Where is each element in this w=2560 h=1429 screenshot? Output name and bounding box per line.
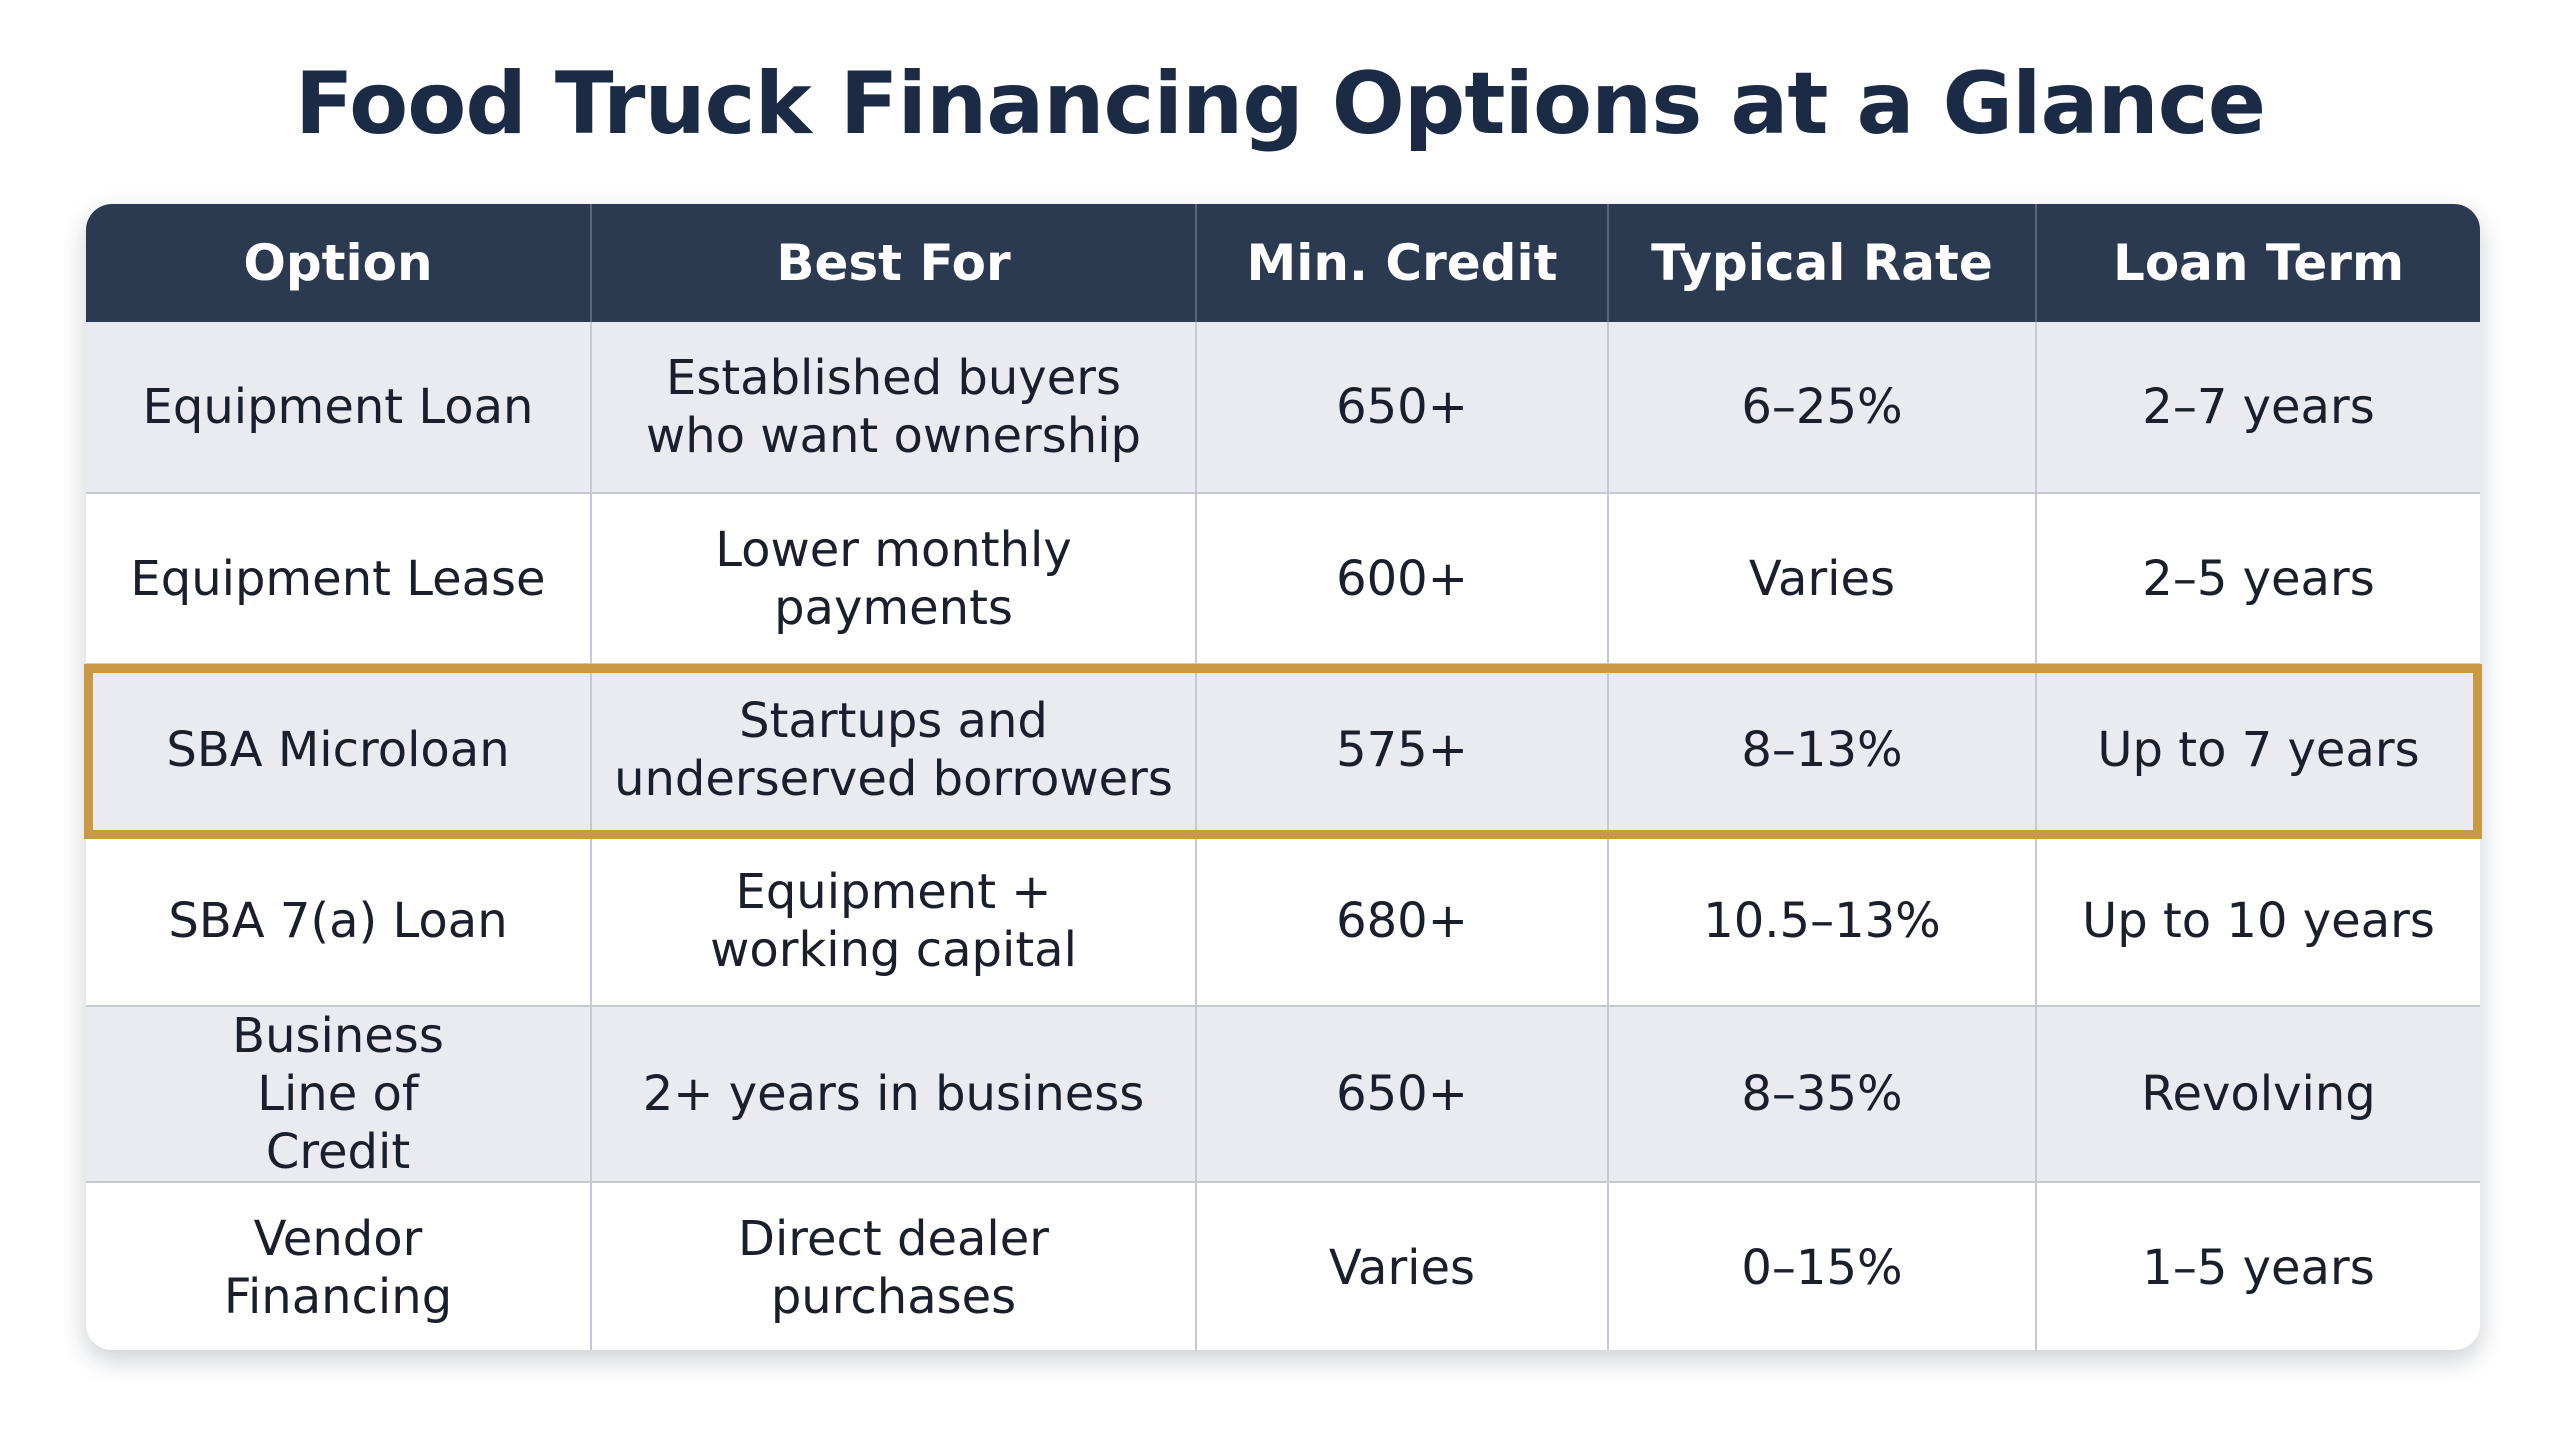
cell-option: Equipment Lease <box>86 492 591 664</box>
cell-option: Vendor Financing <box>86 1181 591 1350</box>
cell-best-for: Startups and underserved borrowers <box>590 663 1196 835</box>
cell-option: Business Line of Credit <box>86 1005 591 1182</box>
cell-option-text: Vendor Financing <box>223 1211 453 1325</box>
cell-loan-term: Up to 10 years <box>2035 834 2480 1006</box>
cell-best-for-text: 2+ years in business <box>642 1066 1145 1122</box>
cell-best-for-text: Direct dealer purchases <box>738 1211 1049 1325</box>
cell-loan-term: 2–7 years <box>2035 322 2480 493</box>
cell-typical-rate: 10.5–13% <box>1607 834 2036 1006</box>
financing-table-card: Option Best For Min. Credit Typical Rate… <box>86 204 2480 1350</box>
cell-option: Equipment Loan <box>86 322 591 493</box>
cell-option: SBA 7(a) Loan <box>86 834 591 1006</box>
header-best-for: Best For <box>590 204 1196 322</box>
cell-option-text: Business Line of Credit <box>232 1008 444 1180</box>
cell-min-credit: 680+ <box>1195 834 1608 1006</box>
cell-best-for: Lower monthly payments <box>590 492 1196 664</box>
table-row-vendor-financing: Vendor Financing Direct dealer purchases… <box>86 1181 2480 1350</box>
cell-loan-term: Revolving <box>2035 1005 2480 1182</box>
cell-option: SBA Microloan <box>86 663 591 835</box>
cell-best-for-text: Lower monthly payments <box>715 521 1072 636</box>
cell-typical-rate: 0–15% <box>1607 1181 2036 1350</box>
cell-typical-rate: 6–25% <box>1607 322 2036 493</box>
cell-best-for-text: Startups and underserved borrowers <box>614 692 1173 807</box>
cell-best-for-text: Established buyers who want ownership <box>645 350 1142 464</box>
table-row-sba-7a-loan: SBA 7(a) Loan Equipment + working capita… <box>86 834 2480 1006</box>
cell-loan-term: 1–5 years <box>2035 1181 2480 1350</box>
header-loan-term: Loan Term <box>2035 204 2480 322</box>
cell-best-for: 2+ years in business <box>590 1005 1196 1182</box>
cell-best-for: Equipment + working capital <box>590 834 1196 1006</box>
header-min-credit: Min. Credit <box>1195 204 1608 322</box>
cell-typical-rate: 8–35% <box>1607 1005 2036 1182</box>
header-option: Option <box>86 204 591 322</box>
table-header-row: Option Best For Min. Credit Typical Rate… <box>86 204 2480 322</box>
table-row-sba-microloan: SBA Microloan Startups and underserved b… <box>86 663 2480 835</box>
table-row-business-line-of-credit: Business Line of Credit 2+ years in busi… <box>86 1005 2480 1182</box>
cell-loan-term: 2–5 years <box>2035 492 2480 664</box>
financing-table: Option Best For Min. Credit Typical Rate… <box>86 204 2480 1350</box>
cell-typical-rate: Varies <box>1607 492 2036 664</box>
cell-loan-term: Up to 7 years <box>2035 663 2480 835</box>
cell-typical-rate: 8–13% <box>1607 663 2036 835</box>
cell-min-credit: 575+ <box>1195 663 1608 835</box>
table-row-equipment-lease: Equipment Lease Lower monthly payments 6… <box>86 492 2480 664</box>
cell-min-credit: 600+ <box>1195 492 1608 664</box>
cell-best-for-text: Equipment + working capital <box>710 863 1077 978</box>
cell-best-for: Established buyers who want ownership <box>590 322 1196 493</box>
cell-min-credit: 650+ <box>1195 1005 1608 1182</box>
table-row-equipment-loan: Equipment Loan Established buyers who wa… <box>86 322 2480 493</box>
header-typical-rate: Typical Rate <box>1607 204 2036 322</box>
cell-min-credit: Varies <box>1195 1181 1608 1350</box>
cell-min-credit: 650+ <box>1195 322 1608 493</box>
cell-best-for: Direct dealer purchases <box>590 1181 1196 1350</box>
page-title: Food Truck Financing Options at a Glance <box>294 54 2266 154</box>
